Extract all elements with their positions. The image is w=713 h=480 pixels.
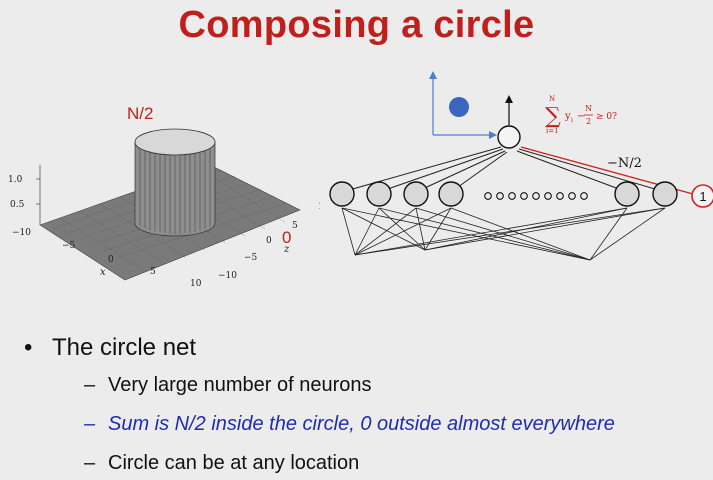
- ellipsis-dots: [484, 192, 588, 200]
- cylinder-plot: 1.0 0.5 −10 −5 0 5 10 x 10 5 0 −5 −10 z: [8, 128, 320, 289]
- slide-title: Composing a circle: [178, 4, 535, 46]
- dash-icon: –: [84, 413, 96, 435]
- y-tick-label: −5: [244, 253, 258, 263]
- sum-term: y: [564, 111, 571, 122]
- x-tick-label: −10: [12, 228, 31, 238]
- sum-upper-limit: N: [549, 95, 555, 103]
- sum-formula: ∑ N i=1 y i − N 2 ≥ 0?: [545, 95, 617, 135]
- output-arrow-icon: [505, 95, 513, 103]
- y-tick-label: 0: [266, 236, 272, 246]
- hidden-neuron: [366, 181, 392, 207]
- y-tick-label: 5: [292, 221, 298, 231]
- bullet-dot-icon: •: [24, 334, 33, 361]
- bias-weight-label: −N/2: [607, 156, 642, 171]
- minus-sign: −: [577, 111, 585, 122]
- peak-label: N/2: [127, 104, 154, 123]
- bias-input-neuron: [691, 184, 713, 208]
- network-diagram: 1 −N/2 ∑ N i=1 y i − N 2 ≥ 0?: [329, 71, 713, 261]
- output-neuron: [497, 125, 521, 149]
- fraction-denominator: 2: [586, 117, 591, 126]
- sub-bullet-item: – Very large number of neurons: [84, 374, 372, 397]
- x-tick-label: 5: [150, 267, 156, 277]
- y-tick-label: −10: [218, 271, 237, 281]
- axis-arrow-icon: [489, 131, 497, 139]
- fraction-numerator: N: [585, 104, 592, 113]
- y-tick-label: 10: [318, 202, 320, 212]
- x-axis-label: x: [100, 267, 106, 278]
- axis-arrow-icon: [429, 71, 437, 79]
- sub-bullet-text: Sum is N/2 inside the circle, 0 outside …: [108, 413, 615, 435]
- bias-input-label: 1: [699, 189, 706, 204]
- x-tick-label: −5: [62, 241, 76, 251]
- x-tick-label: 10: [190, 279, 202, 289]
- comparison: ≥ 0?: [596, 112, 617, 122]
- bullet-item: • The circle net: [24, 334, 196, 362]
- z-tick-label: 1.0: [8, 175, 23, 185]
- zero-label: 0: [282, 228, 292, 247]
- sigma-symbol: ∑: [545, 104, 561, 129]
- sum-subscript: i: [571, 117, 573, 124]
- sub-bullet-item: – Sum is N/2 inside the circle, 0 outside…: [84, 413, 615, 436]
- hidden-neuron: [403, 181, 429, 207]
- input-point-dot: [449, 97, 469, 117]
- dash-icon: –: [84, 374, 96, 396]
- y-axis-label: z: [283, 244, 290, 255]
- hidden-neuron: [652, 181, 678, 207]
- sum-lower-limit: i=1: [546, 127, 559, 135]
- sub-bullet-item: – Circle can be at any location: [84, 452, 359, 475]
- hidden-neuron: [614, 181, 640, 207]
- sub-bullet-text: Circle can be at any location: [108, 452, 360, 474]
- bullet-text: The circle net: [52, 334, 197, 361]
- hidden-neuron: [329, 181, 355, 207]
- hidden-neuron: [438, 181, 464, 207]
- z-tick-label: 0.5: [10, 200, 25, 210]
- x-tick-label: 0: [108, 255, 114, 265]
- dash-icon: –: [84, 452, 96, 474]
- sub-bullet-text: Very large number of neurons: [108, 374, 372, 396]
